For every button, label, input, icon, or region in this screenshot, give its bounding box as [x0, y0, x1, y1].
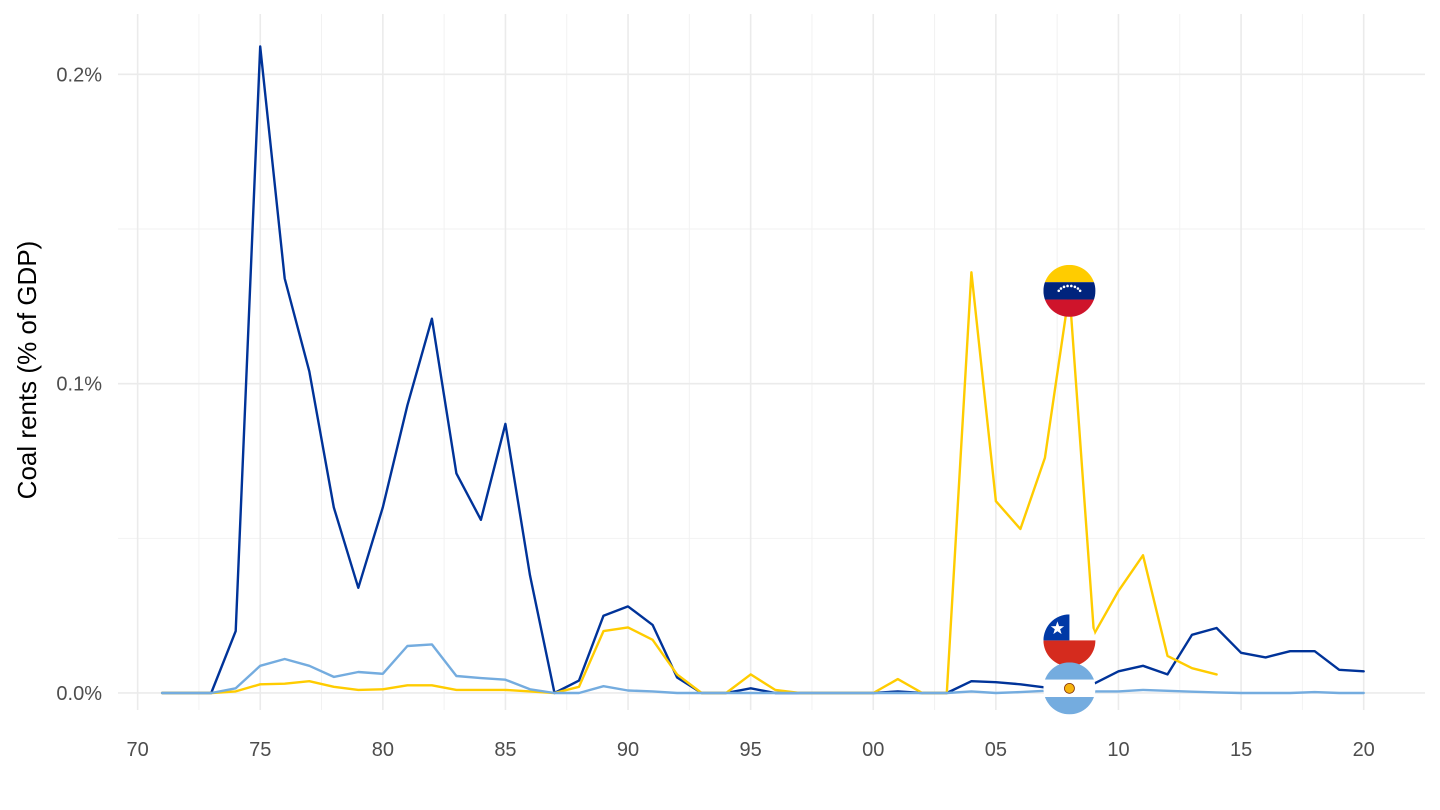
series-line-chile	[160, 45, 1365, 695]
x-tick-label: 00	[862, 739, 884, 761]
flag-star	[1057, 289, 1061, 293]
flag-sun	[1064, 682, 1075, 694]
argentina-flag-icon	[1043, 662, 1096, 715]
x-tick-label: 20	[1353, 739, 1375, 761]
flag-stripe	[1043, 299, 1096, 317]
x-tick-label: 05	[985, 739, 1007, 761]
flag-star	[1070, 284, 1073, 288]
x-tick-label: 90	[617, 739, 639, 761]
x-tick-label: 10	[1107, 739, 1129, 761]
y-tick-label: 0.1%	[56, 374, 102, 396]
x-tick-label: 95	[740, 739, 762, 761]
flag-star	[1073, 285, 1077, 289]
major-gridlines	[118, 14, 1425, 710]
y-tick-label: 0.0%	[56, 683, 102, 705]
flag-star	[1066, 284, 1069, 288]
venezuela-flag-icon	[1043, 264, 1096, 317]
flag-stripe	[1043, 264, 1096, 283]
y-axis-title: Coal rents (% of GDP)	[12, 241, 42, 500]
flag-star	[1078, 289, 1082, 293]
minor-gridlines	[118, 14, 1425, 710]
x-axis-tick-labels: 70 75 80 85 90 95 00 05 10 15 20	[126, 739, 1374, 761]
flag-star	[1059, 287, 1063, 290]
x-tick-label: 15	[1230, 739, 1252, 761]
flag-star	[1062, 285, 1066, 289]
chile-flag-icon	[1043, 614, 1096, 667]
flag-star	[1076, 287, 1080, 290]
series-line-venezuela	[160, 271, 1218, 695]
y-axis-tick-labels: 0.0% 0.1% 0.2%	[56, 64, 102, 705]
x-tick-label: 80	[372, 739, 394, 761]
country-flags	[1043, 264, 1096, 715]
flag-stripe	[1043, 697, 1096, 715]
flag-stripe	[1043, 662, 1096, 680]
series-lines	[160, 45, 1365, 695]
x-tick-label: 75	[249, 739, 271, 761]
x-tick-label: 85	[494, 739, 516, 761]
y-tick-label: 0.2%	[56, 64, 102, 86]
x-tick-label: 70	[126, 739, 148, 761]
flag-star	[1050, 621, 1065, 635]
series-line-argentina	[160, 643, 1365, 695]
flag-stripe	[1043, 282, 1096, 300]
